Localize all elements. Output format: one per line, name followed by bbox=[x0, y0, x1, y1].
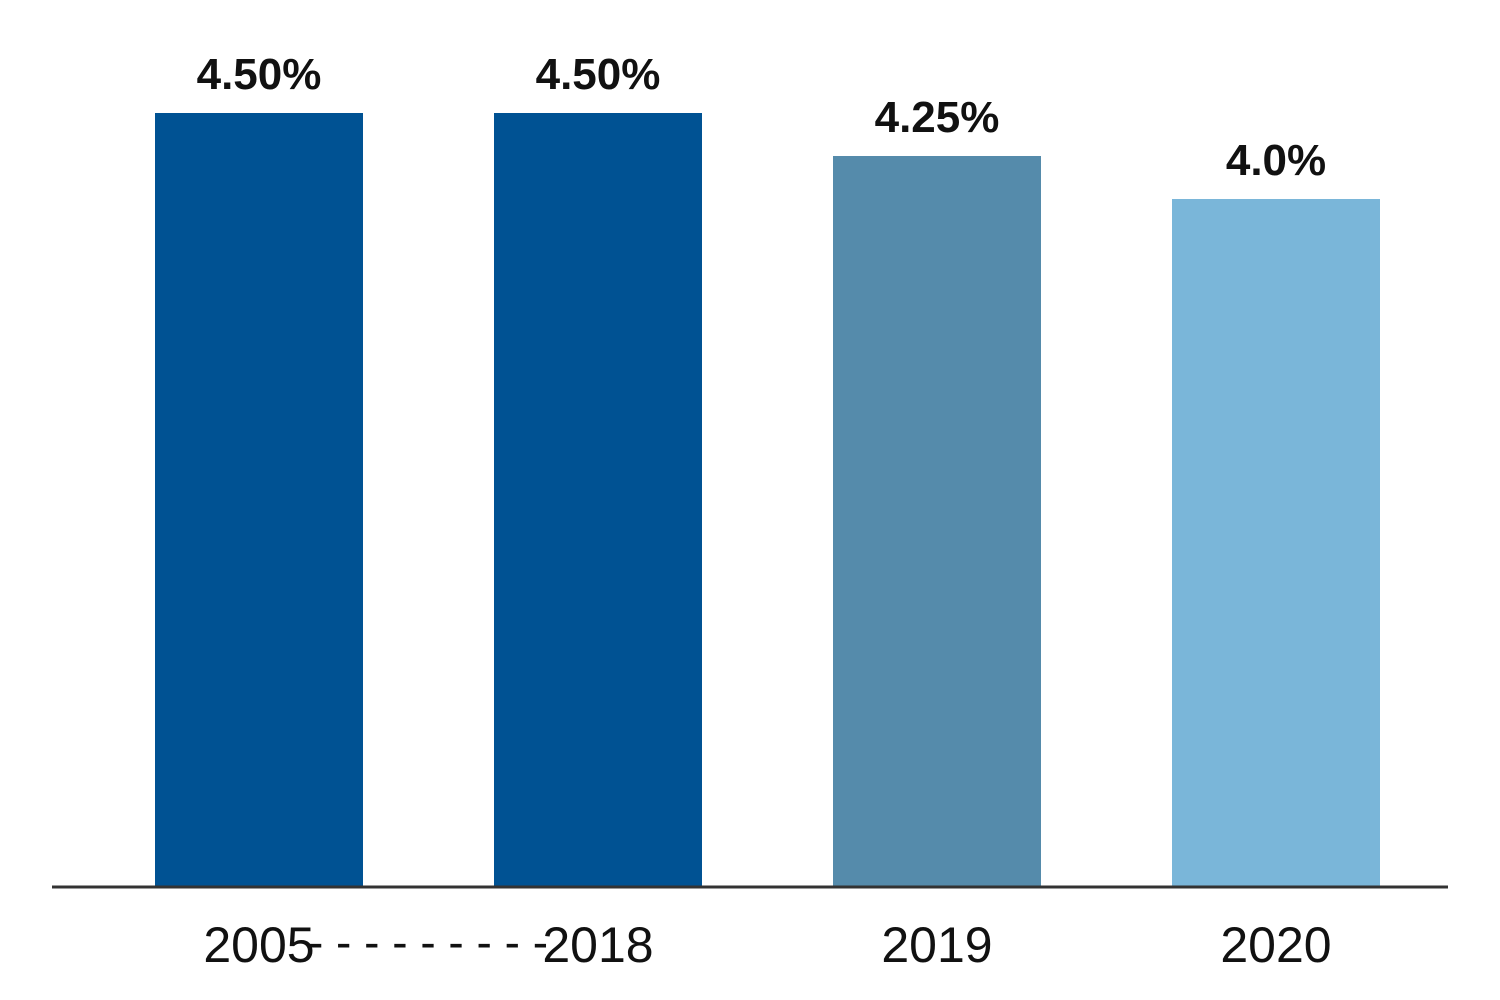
value-labels-group: 4.50% 4.50% 4.25% 4.0% bbox=[197, 50, 1327, 185]
bars-group bbox=[155, 113, 1380, 887]
x-tick-label-2020: 2020 bbox=[1220, 917, 1331, 973]
bar-2020 bbox=[1172, 199, 1380, 887]
bar-2019 bbox=[833, 156, 1041, 887]
bar-2018 bbox=[494, 113, 702, 887]
data-label-2005: 4.50% bbox=[197, 50, 322, 99]
tick-labels-group: 2005 2018 2019 2020 bbox=[203, 917, 1331, 973]
x-tick-label-2019: 2019 bbox=[881, 917, 992, 973]
range-connector-dashes: - - - - - - - - - bbox=[308, 916, 548, 968]
data-label-2020: 4.0% bbox=[1226, 136, 1326, 185]
data-label-2019: 4.25% bbox=[875, 93, 1000, 142]
data-label-2018: 4.50% bbox=[536, 50, 661, 99]
x-tick-label-2018: 2018 bbox=[542, 917, 653, 973]
x-tick-label-2005: 2005 bbox=[203, 917, 314, 973]
bar-2005 bbox=[155, 113, 363, 887]
